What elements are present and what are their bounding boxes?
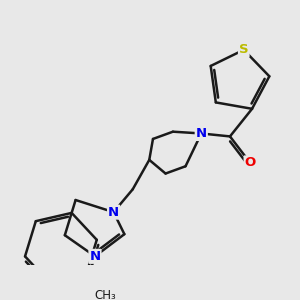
Text: O: O <box>244 156 256 170</box>
Text: S: S <box>239 43 249 56</box>
Text: N: N <box>89 250 100 263</box>
Text: N: N <box>196 127 207 140</box>
Text: CH₃: CH₃ <box>94 289 116 300</box>
Text: N: N <box>108 206 119 219</box>
